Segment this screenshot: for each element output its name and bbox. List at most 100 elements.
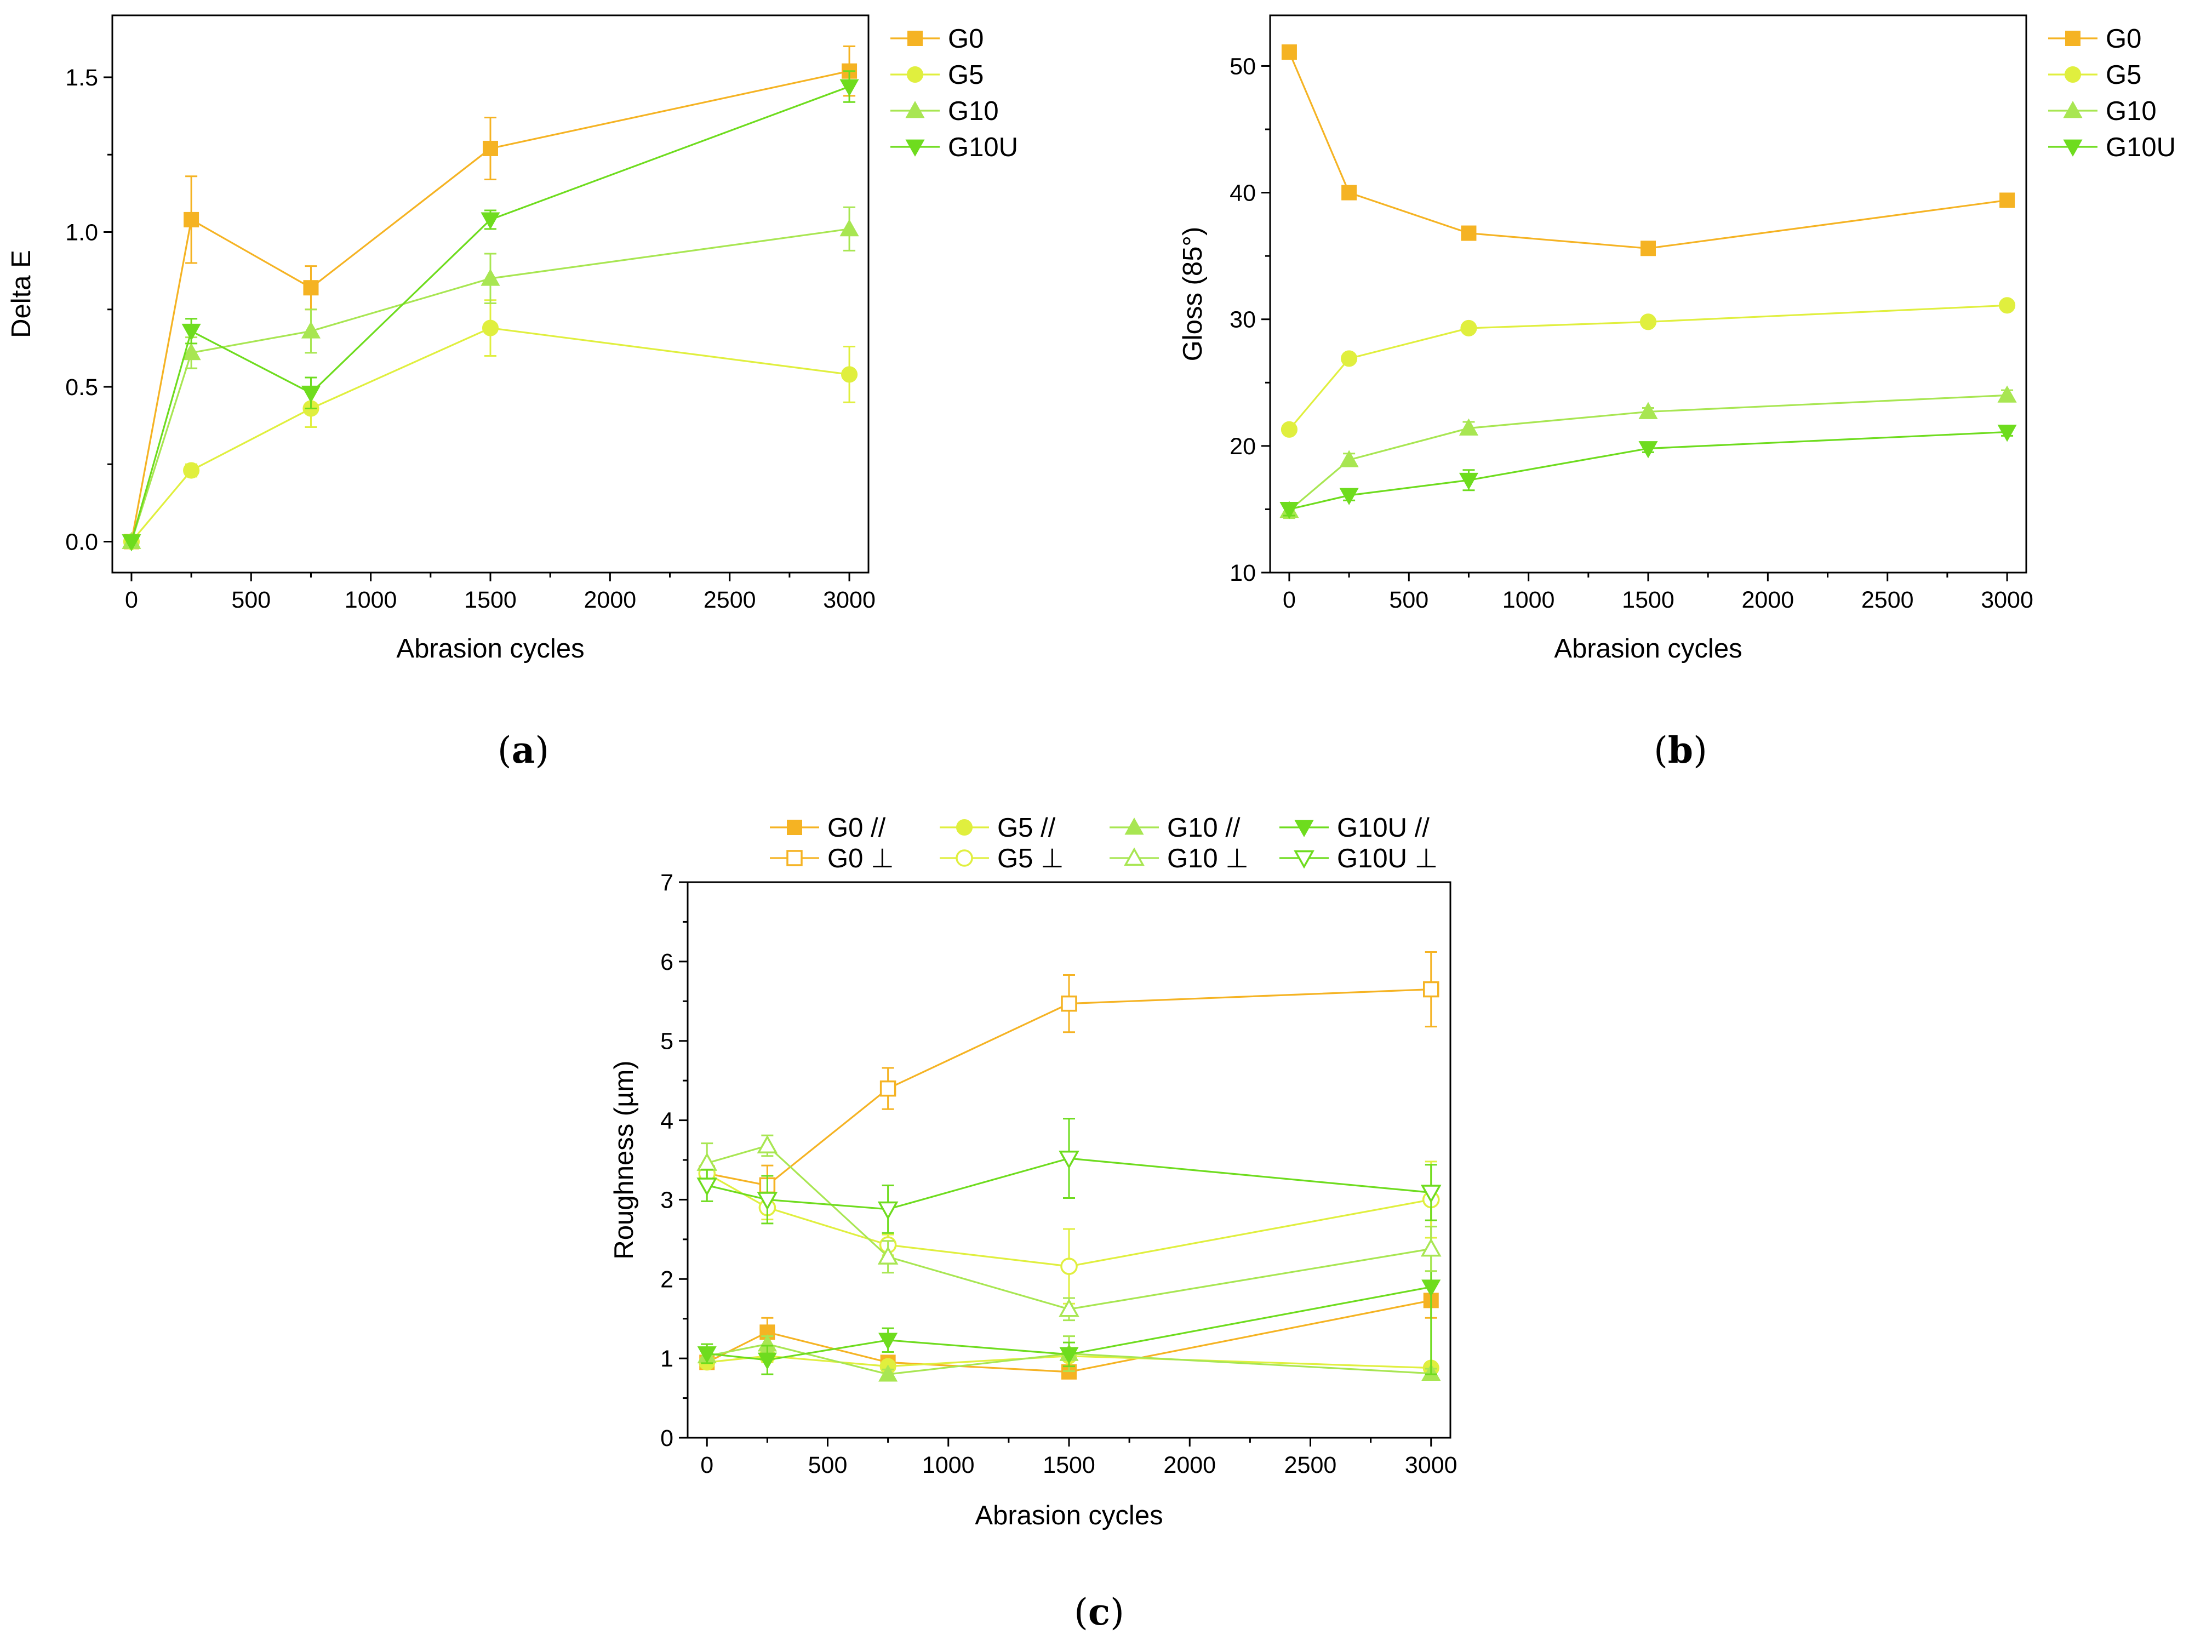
triangle-up-marker-icon (2063, 101, 2083, 118)
series-g10u (697, 1198, 1441, 1375)
circle-marker-icon (2064, 66, 2082, 83)
y-axis-label: Delta E (7, 250, 36, 338)
data-point (1460, 319, 1477, 336)
data-point (1281, 421, 1298, 438)
data-point (1641, 241, 1656, 256)
series-g10 (122, 206, 859, 549)
x-axis-label: Abrasion cycles (396, 634, 584, 664)
x-tick-label: 2500 (1861, 587, 1914, 613)
legend-item: G0 ⊥ (770, 844, 894, 873)
series-g5 (1281, 297, 2016, 438)
data-point (1339, 488, 1359, 505)
legend-label: G10 (948, 96, 999, 126)
caption-c: (c) (1074, 1591, 1124, 1633)
data-point (877, 1246, 899, 1265)
x-tick-label: 1000 (345, 587, 397, 613)
data-point (1999, 297, 2016, 314)
data-point (122, 534, 141, 552)
square-marker-icon (907, 31, 923, 46)
data-point (878, 1364, 898, 1382)
legend-item: G10U (2048, 133, 2176, 162)
legend-item: G10U // (1279, 813, 1430, 843)
data-point (879, 1080, 896, 1097)
x-tick-label: 1000 (922, 1452, 975, 1478)
y-tick-label: 5 (660, 1028, 673, 1055)
legend-item: G10 (2048, 96, 2157, 126)
legend: G0 // G5 // G10 // G10U // G0 ⊥ G5 ⊥ G10 ⊥ G10U… (770, 813, 1438, 873)
data-point (757, 1192, 778, 1210)
legend-label: G10U // (1337, 813, 1430, 843)
legend-label: G10 ⊥ (1167, 844, 1249, 873)
series-g10u (122, 70, 859, 552)
y-tick-label: 1.5 (65, 65, 98, 91)
data-point (841, 366, 858, 383)
legend-label: G5 // (997, 813, 1056, 843)
legend-label: G10 // (1167, 813, 1241, 843)
legend-item: G0 (890, 24, 984, 54)
triangle-down-marker-icon (1294, 820, 1314, 837)
legend-label: G0 // (827, 813, 886, 843)
legend-item: G0 // (770, 813, 886, 843)
legend-label: G10U (948, 133, 1018, 162)
data-point (181, 323, 201, 341)
data-point (301, 321, 321, 339)
data-point (1279, 502, 1299, 519)
x-axis-label: Abrasion cycles (975, 1501, 1163, 1530)
circle-marker-icon (956, 819, 973, 836)
data-point (878, 1333, 898, 1350)
legend-item: G10 ⊥ (1110, 844, 1249, 873)
y-tick-label: 50 (1230, 53, 1256, 79)
series-g10 (1279, 385, 2017, 519)
x-tick-label: 500 (231, 587, 271, 613)
legend-item: G5 // (940, 813, 1056, 843)
triangle-up-marker-icon (905, 101, 925, 118)
data-point (697, 1346, 717, 1364)
triangle-down-marker-icon (905, 139, 925, 157)
x-tick-label: 0 (125, 587, 138, 613)
series-g5 (123, 299, 858, 550)
data-point (1423, 981, 1439, 998)
series-line (130, 327, 850, 542)
y-tick-label: 40 (1230, 180, 1256, 207)
y-tick-label: 1.0 (65, 220, 98, 246)
data-point (181, 342, 201, 361)
data-point (1459, 472, 1479, 490)
data-point (301, 385, 321, 403)
x-tick-label: 500 (1389, 587, 1428, 613)
y-tick-label: 7 (660, 870, 673, 896)
legend-label: G10 (2106, 96, 2157, 126)
y-tick-label: 0.5 (65, 374, 98, 401)
y-axis-label: Roughness (µm) (609, 1060, 639, 1259)
legend: G0 G5 G10 G10U (2048, 24, 2176, 162)
y-tick-label: 1 (660, 1346, 673, 1372)
data-point (1341, 185, 1357, 201)
y-tick-label: 2 (660, 1266, 673, 1293)
triangle-up-marker-icon (1124, 818, 1144, 835)
y-tick-label: 20 (1230, 433, 1256, 460)
legend-label: G10U ⊥ (1337, 844, 1438, 873)
triangle-up-marker-icon (1124, 847, 1145, 866)
x-tick-label: 2000 (584, 587, 637, 613)
data-point (1421, 1279, 1441, 1297)
x-axis-label: Abrasion cycles (1554, 634, 1742, 664)
x-tick-label: 0 (700, 1452, 713, 1478)
y-tick-label: 0 (660, 1425, 673, 1451)
data-point (1059, 1150, 1079, 1169)
data-point (481, 212, 500, 230)
data-point (1060, 1257, 1078, 1275)
x-tick-label: 1500 (1043, 1452, 1095, 1478)
x-tick-label: 0 (1283, 587, 1296, 613)
x-tick-label: 1500 (1622, 587, 1674, 613)
x-tick-label: 1000 (1502, 587, 1555, 613)
data-point (1420, 1238, 1442, 1257)
series-g0 (1281, 44, 2015, 256)
legend-item: G5 (890, 60, 984, 90)
legend-label: G0 ⊥ (827, 844, 894, 873)
legend-item: G0 (2048, 24, 2141, 54)
x-tick-label: 1500 (464, 587, 517, 613)
legend-label: G5 ⊥ (997, 844, 1064, 873)
series-line (1288, 52, 2008, 249)
data-point (1997, 425, 2017, 442)
y-axis-label: Gloss (85°) (1178, 227, 1208, 362)
